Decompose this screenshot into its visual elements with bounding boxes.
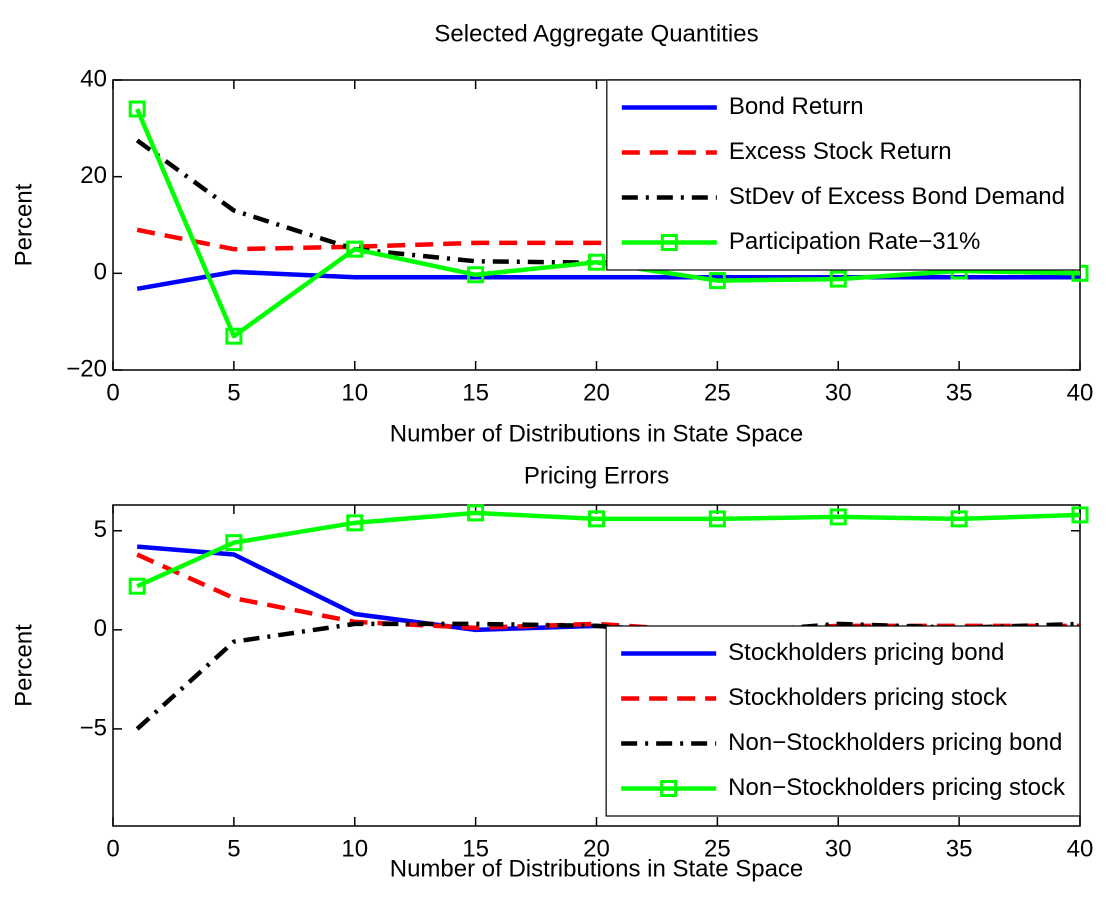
marker bbox=[346, 240, 364, 258]
legend-box bbox=[606, 79, 1081, 271]
y-tick-label: 0 bbox=[94, 259, 107, 286]
x-tick-label: 0 bbox=[106, 835, 119, 862]
marker bbox=[346, 514, 364, 532]
legend-box bbox=[605, 625, 1081, 817]
legend-label: Excess Stock Return bbox=[729, 138, 952, 165]
x-tick-label: 15 bbox=[462, 379, 489, 406]
legend-marker bbox=[660, 234, 678, 251]
series-line bbox=[136, 552, 1080, 635]
legend-label: Stockholders pricing bond bbox=[728, 639, 1004, 666]
legend-label: Non−Stockholders pricing bond bbox=[728, 729, 1062, 756]
x-tick-label: 20 bbox=[583, 835, 610, 862]
plot-area: Selected Aggregate Quantities Number of D… bbox=[10, 20, 1093, 447]
legend-label: Bond Return bbox=[729, 93, 864, 120]
marker bbox=[225, 534, 243, 552]
y-tick-label: −5 bbox=[80, 714, 107, 741]
marker bbox=[588, 510, 605, 528]
series-line bbox=[136, 227, 1080, 252]
series-line bbox=[136, 269, 1080, 292]
x-tick-label: 25 bbox=[704, 835, 731, 862]
chart-title: Pricing Errors bbox=[524, 462, 669, 489]
x-tick-label: 10 bbox=[341, 379, 368, 406]
y-tick-label: 20 bbox=[80, 162, 107, 189]
marker bbox=[1071, 506, 1089, 524]
x-tick-label: 30 bbox=[825, 379, 852, 406]
series-line bbox=[135, 108, 1081, 339]
series-line bbox=[136, 544, 1081, 637]
y-tick-label: 40 bbox=[80, 65, 107, 92]
x-tick-label: 35 bbox=[946, 835, 973, 862]
marker bbox=[467, 504, 485, 522]
marker bbox=[467, 266, 485, 284]
x-tick-label: 10 bbox=[341, 835, 368, 862]
x-tick-label: 5 bbox=[227, 379, 240, 406]
plot-area: Pricing Errors Number of Distributions in… bbox=[10, 462, 1093, 882]
legend-label: StDev of Excess Bond Demand bbox=[729, 183, 1065, 210]
y-tick-label: −20 bbox=[66, 355, 107, 382]
legend-marker bbox=[660, 780, 678, 797]
marker bbox=[128, 100, 146, 118]
legend: Bond Return Excess Stock Return StDev of E… bbox=[606, 79, 1081, 271]
x-tick-label: 40 bbox=[1067, 379, 1094, 406]
marker bbox=[128, 577, 146, 595]
chart-title: Selected Aggregate Quantities bbox=[434, 20, 758, 47]
x-tick-label: 40 bbox=[1067, 835, 1094, 862]
x-tick-label: 35 bbox=[946, 379, 973, 406]
marker bbox=[588, 253, 605, 271]
x-tick-label: 30 bbox=[825, 835, 852, 862]
x-tick-label: 0 bbox=[106, 379, 119, 406]
x-tick-label: 20 bbox=[583, 379, 610, 406]
x-tick-label: 5 bbox=[227, 835, 240, 862]
legend-label: Participation Rate−31% bbox=[729, 228, 980, 255]
marker bbox=[708, 272, 726, 290]
legend-label: Non−Stockholders pricing stock bbox=[728, 774, 1066, 801]
marker bbox=[829, 270, 847, 288]
marker bbox=[829, 508, 847, 526]
y-tick-label: 5 bbox=[94, 516, 107, 543]
y-axis-label: Percent bbox=[10, 183, 37, 266]
y-axis-label: Percent bbox=[10, 624, 37, 707]
marker bbox=[708, 510, 726, 528]
y-tick-label: 0 bbox=[94, 615, 107, 642]
x-tick-label: 15 bbox=[462, 835, 489, 862]
x-axis-label: Number of Distributions in State Space bbox=[390, 855, 804, 882]
series-line bbox=[136, 510, 1081, 589]
legend: Stockholders pricing bond Stockholders pr… bbox=[605, 625, 1081, 817]
legend-label: Stockholders pricing stock bbox=[728, 684, 1008, 711]
x-axis-label: Number of Distributions in State Space bbox=[390, 420, 804, 447]
marker bbox=[950, 510, 968, 528]
marker bbox=[225, 327, 243, 345]
x-tick-label: 25 bbox=[704, 379, 731, 406]
